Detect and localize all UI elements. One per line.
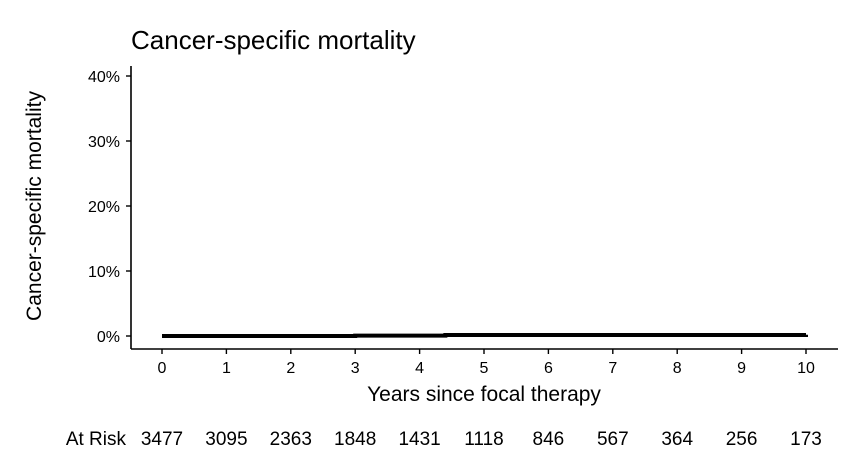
x-tick-label: 3 (351, 360, 360, 377)
series-layer (162, 333, 808, 338)
at-risk-value: 567 (597, 429, 629, 450)
at-risk-value: 364 (661, 429, 693, 450)
x-tick-label: 2 (286, 360, 295, 377)
at-risk-values: 3477 3095 2363 1848 1431 1118 846 567 364 256 173 (141, 429, 822, 450)
at-risk-value: 1118 (464, 429, 503, 450)
x-tick-label: 9 (737, 360, 746, 377)
y-tick-label: 40% (88, 69, 120, 86)
x-tick-label: 5 (480, 360, 489, 377)
y-tick-label: 0% (97, 329, 120, 346)
at-risk-value: 1848 (334, 429, 376, 450)
series-line (162, 333, 808, 338)
at-risk-value: 3477 (141, 429, 183, 450)
y-tick-label: 10% (88, 264, 120, 281)
x-axis-title: Years since focal therapy (367, 383, 601, 406)
y-axis-title: Cancer-specific mortality (23, 91, 46, 321)
x-tick-label: 6 (544, 360, 553, 377)
at-risk-value: 173 (790, 429, 822, 450)
y-tick-label: 30% (88, 134, 120, 151)
at-risk-value: 3095 (205, 429, 247, 450)
at-risk-label: At Risk (66, 429, 127, 450)
at-risk-value: 846 (533, 429, 565, 450)
x-tick-label: 7 (608, 360, 617, 377)
x-ticks: 0 1 2 3 4 5 6 7 8 9 10 (158, 349, 815, 377)
at-risk-value: 1431 (398, 429, 440, 450)
x-tick-label: 1 (222, 360, 231, 377)
x-tick-label: 4 (415, 360, 424, 377)
y-tick-label: 20% (88, 199, 120, 216)
chart-title: Cancer-specific mortality (131, 25, 416, 55)
x-tick-label: 10 (797, 360, 815, 377)
at-risk-value: 256 (726, 429, 758, 450)
y-ticks: 0% 10% 20% 30% 40% (88, 69, 131, 346)
x-tick-label: 8 (673, 360, 682, 377)
x-tick-label: 0 (158, 360, 167, 377)
at-risk-value: 2363 (270, 429, 312, 450)
